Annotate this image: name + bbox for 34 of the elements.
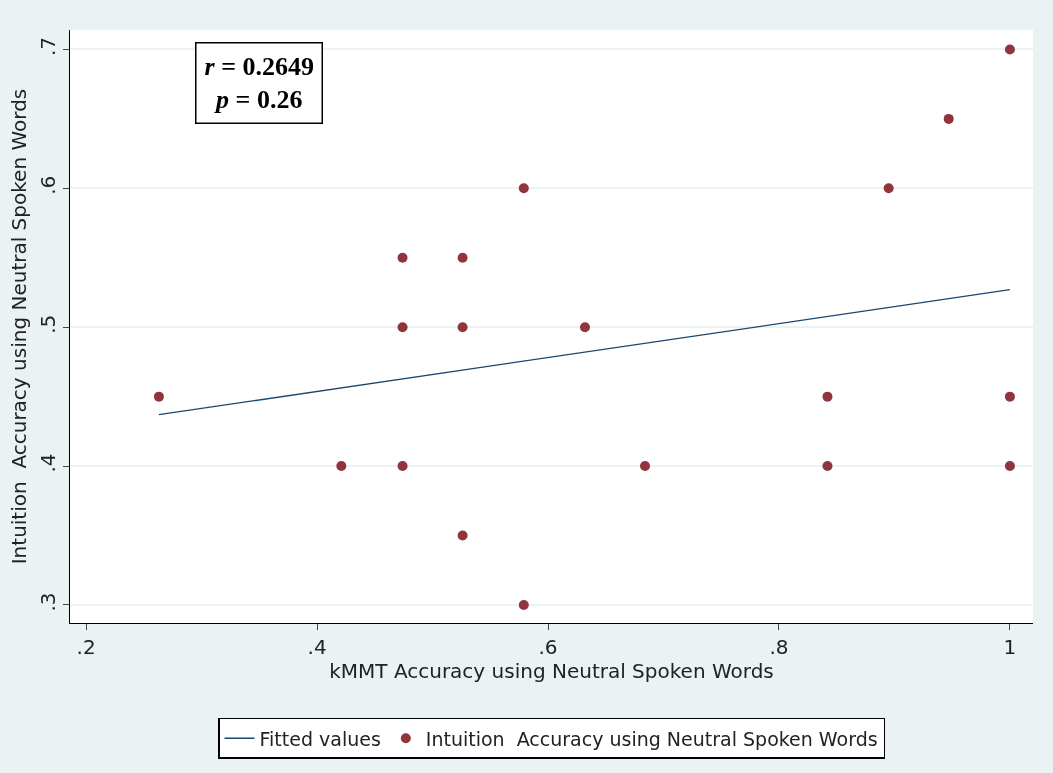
point [518, 183, 529, 194]
point [1004, 461, 1015, 472]
point [397, 322, 408, 333]
y-tick-label: .7 [36, 36, 60, 56]
point [397, 461, 408, 472]
x-tick-label: .8 [769, 635, 789, 659]
y-tick-label: .3 [36, 592, 60, 612]
point [336, 461, 347, 472]
y-axis-title: Intuition Accuracy using Neutral Spoken Words [6, 88, 31, 565]
point [579, 322, 590, 333]
y-tick-label: .6 [36, 175, 60, 195]
point [943, 113, 954, 124]
point [640, 461, 651, 472]
point [822, 391, 833, 402]
annotation: r = 0.2649 p = 0.26 [204, 51, 314, 115]
x-tick-label: .4 [307, 635, 327, 659]
point [457, 322, 468, 333]
legend-label: Intuition Accuracy using Neutral Spoken Words [425, 727, 878, 750]
point [397, 252, 408, 263]
legend-label: Fitted values [259, 727, 381, 750]
y-tick-label: .4 [36, 453, 60, 473]
point [518, 599, 529, 610]
x-tick-label: .6 [538, 635, 558, 659]
point [1004, 44, 1015, 55]
point [883, 183, 894, 194]
point [457, 252, 468, 263]
x-tick-label: 1 [1003, 635, 1017, 659]
x-tick-label: .2 [76, 635, 96, 659]
point [457, 530, 468, 541]
point [1004, 391, 1015, 402]
x-axis-title: kMMT Accuracy using Neutral Spoken Words [329, 659, 774, 683]
point [153, 391, 164, 402]
point [822, 461, 833, 472]
y-tick-label: .5 [36, 314, 60, 334]
